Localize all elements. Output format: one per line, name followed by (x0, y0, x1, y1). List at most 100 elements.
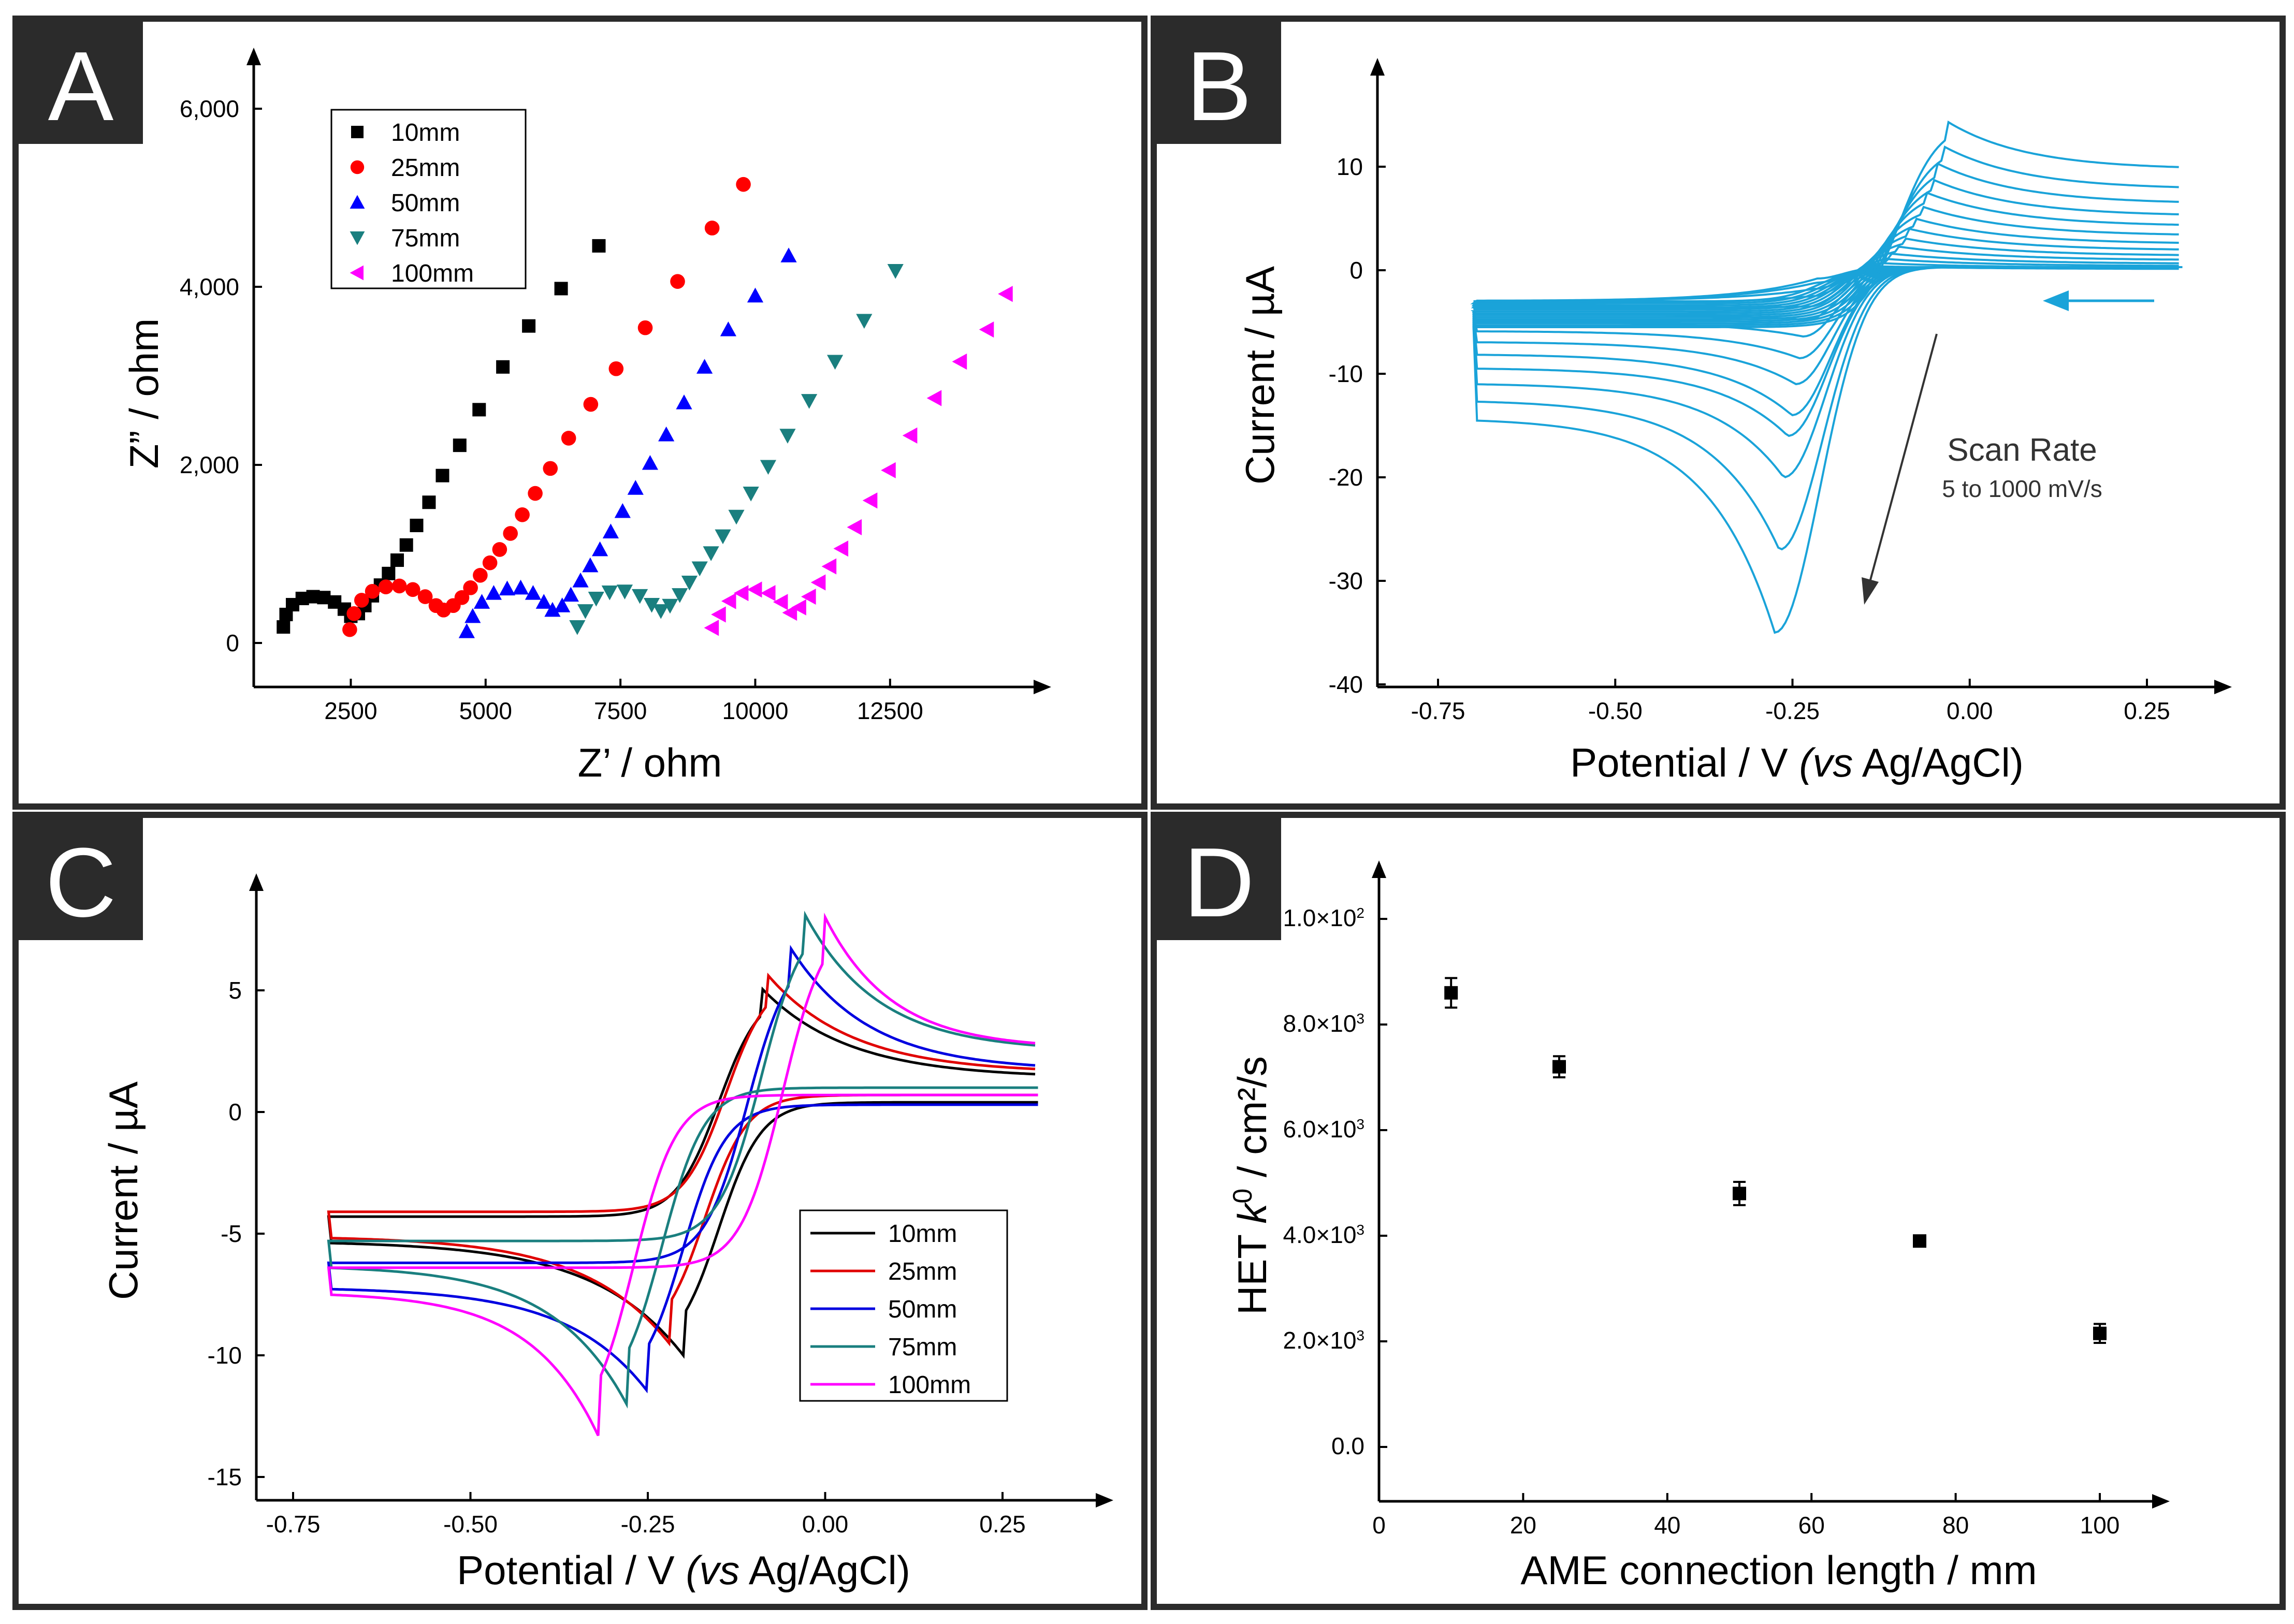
panel-d-point (2093, 1326, 2107, 1340)
panel-a-point-75mm (672, 588, 688, 603)
panel-a-point-25mm (503, 526, 518, 541)
panel-a-legend-marker-10mm (351, 126, 364, 138)
panel-a-point-10mm (554, 282, 568, 296)
panel-c-frame (12, 812, 1148, 1610)
scan-rate-arrow (1862, 333, 1938, 605)
panel-c-x-tick-label: 0.25 (979, 1511, 1026, 1538)
panel-a-legend-label: 75mm (391, 225, 460, 252)
panel-a-point-25mm (608, 361, 624, 376)
scan-rate-range: 5 to 1000 mV/s (1942, 475, 2102, 502)
panel-a-legend-marker-50mm (350, 195, 365, 209)
panel-a-point-75mm (569, 620, 586, 635)
panel-c-x-tick-label: -0.75 (266, 1511, 321, 1538)
panel-a-y-arrow (246, 48, 261, 65)
panel-a-point-25mm (528, 486, 543, 501)
panel-a-point-25mm (405, 582, 420, 597)
panel-d-y-title: HET k0 / cm²/s (1228, 1056, 1275, 1315)
panel-a-point-100mm (711, 606, 726, 623)
panel-a-point-100mm (721, 593, 736, 609)
panel-a-point-25mm (492, 542, 507, 557)
panel-c-x-tick-label: -0.50 (443, 1511, 498, 1538)
panel-a-point-75mm (681, 576, 698, 591)
panel-a-legend-label: 25mm (391, 154, 460, 182)
panel-a-label: A (48, 32, 114, 141)
panel-a-legend-marker-100mm (350, 265, 364, 281)
panel-a-y-tick-label: 0 (226, 630, 239, 656)
panel-d-x-tick-label: 20 (1510, 1512, 1536, 1539)
panel-a-point-50mm (512, 579, 529, 595)
panel-a-point-75mm (691, 561, 708, 577)
cv-curve-25mm (327, 972, 1038, 1347)
panel-c-legend-label: 10mm (888, 1220, 957, 1248)
panel-a-point-25mm (670, 274, 685, 289)
panel-d-x-tick-label: 40 (1654, 1512, 1680, 1539)
panel-a-point-75mm (703, 546, 719, 561)
panel-a-point-10mm (410, 518, 424, 532)
panel-b-x-arrow (2214, 680, 2232, 694)
panel-a-point-75mm (632, 589, 648, 604)
panel-a-point-100mm (810, 574, 826, 591)
panel-a-point-25mm (365, 583, 380, 599)
panel-a-x-tick-label: 10000 (722, 697, 789, 724)
panel-a-point-50mm (535, 594, 552, 609)
panel-a-point-75mm (577, 604, 594, 619)
panel-a-point-75mm (887, 264, 904, 279)
panel-c-x-title: Potential / V (vs Ag/AgCl) (457, 1547, 910, 1593)
panel-a-y-title: Z” / ohm (121, 318, 167, 469)
panel-b-y-tick-label: 10 (1337, 153, 1363, 180)
panel-d-y-tick-label: 8.0×103 (1283, 1010, 1364, 1037)
panel-a-point-50mm (696, 359, 713, 374)
panel-a-point-10mm (522, 319, 536, 333)
panel-a-point-100mm (733, 585, 749, 602)
panel-a-point-50mm (780, 247, 797, 262)
panel-d-y-tick-label: 0.0 (1331, 1432, 1364, 1459)
panel-a-point-25mm (515, 507, 530, 522)
panel-a-point-50mm (562, 587, 579, 602)
panel-a-legend: 10mm 25mm 50mm 75mm 100mm (330, 109, 527, 289)
panel-a-point-10mm (399, 538, 413, 552)
panel-d-x-tick-label: 0 (1372, 1512, 1386, 1539)
panel-a-point-10mm (592, 239, 606, 253)
panel-a-point-100mm (791, 599, 806, 616)
panel-a-point-10mm (277, 620, 291, 634)
panel-a-point-10mm (453, 438, 467, 452)
panel-a-x-tick-label: 2500 (324, 697, 377, 724)
panel-a-point-50mm (473, 594, 490, 609)
panel-c-y-title: Current / µA (100, 1081, 146, 1300)
panel-d-y-tick-label: 6.0×103 (1283, 1116, 1364, 1143)
panel-c-badge: C (19, 818, 143, 940)
panel-a-point-100mm (881, 462, 896, 478)
panel-a-point-100mm (998, 286, 1013, 302)
panel-a-point-10mm (496, 360, 510, 374)
panel-a-point-25mm (378, 579, 394, 594)
panel-a-point-25mm (417, 589, 433, 604)
panel-b-y-tick-label: 0 (1349, 257, 1363, 284)
panel-b-y-tick-label: -40 (1329, 671, 1363, 698)
panel-a-point-25mm (473, 567, 488, 583)
panel-a-point-50mm (499, 580, 516, 596)
panel-a-point-50mm (627, 480, 644, 495)
panel-a-x-tick-label: 5000 (459, 697, 512, 724)
panel-b-x-tick-label: -0.25 (1765, 697, 1820, 724)
panel-a-point-25mm (391, 578, 407, 594)
panel-a-legend-label: 50mm (391, 189, 460, 217)
panel-a-point-75mm (662, 598, 678, 614)
panel-a-point-100mm (833, 540, 849, 557)
panel-c-legend-label: 50mm (888, 1296, 957, 1323)
panel-a-point-10mm (435, 469, 449, 482)
panel-d-frame (1151, 812, 2286, 1610)
panel-a-point-75mm (779, 429, 796, 444)
panel-a-legend-label: 10mm (391, 119, 460, 147)
panel-a-point-50mm (554, 597, 571, 612)
panel-a-point-50mm (614, 503, 631, 518)
panel-a-point-25mm (482, 555, 498, 570)
panel-a-point-75mm (760, 460, 777, 475)
panel-a-point-50mm (591, 541, 608, 557)
panel-a-point-50mm (720, 321, 737, 336)
panel-a-point-100mm (801, 588, 816, 605)
panel-c-y-tick-label: 5 (228, 977, 242, 1004)
panel-b-label: B (1186, 32, 1252, 141)
panel-b-y-tick-label: -10 (1329, 360, 1363, 387)
panel-a-point-50mm (658, 426, 675, 442)
